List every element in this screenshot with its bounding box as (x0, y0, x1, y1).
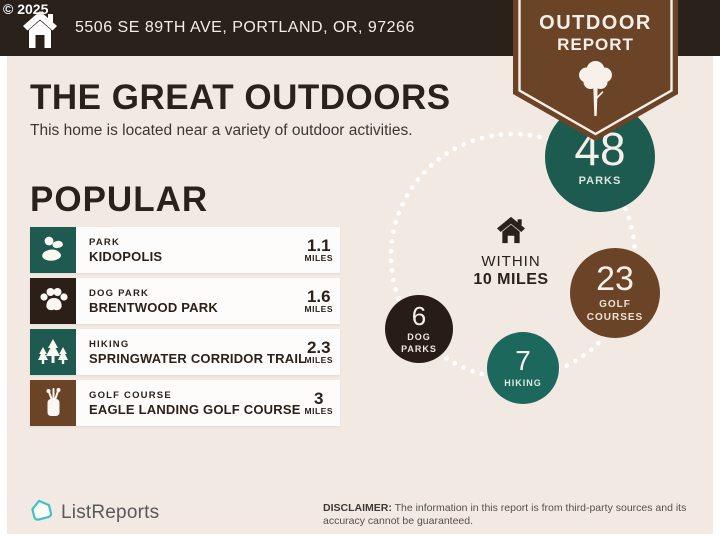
item-category: HIKING (89, 338, 130, 350)
stat-label: PARKS (578, 174, 622, 187)
list-item-dog-park: DOG PARK BRENTWOOD PARK 1.6 MILES (30, 278, 340, 324)
listreports-logo: ListReports (30, 498, 159, 527)
pine-trees-icon (30, 329, 76, 375)
stat-label: HIKING (504, 377, 542, 388)
stat-value: 6 (411, 301, 427, 332)
item-category: PARK (89, 236, 121, 248)
popular-heading: POPULAR (30, 180, 209, 219)
house-tag-icon (27, 496, 57, 530)
item-unit: MILES (304, 303, 333, 314)
disclaimer: DISCLAIMER: The information in this repo… (323, 502, 705, 528)
item-unit: MILES (304, 252, 333, 263)
page-subtitle: This home is located near a variety of o… (30, 122, 413, 139)
item-name: KIDOPOLIS (89, 248, 163, 264)
stat-label: DOG PARKS (401, 332, 437, 354)
list-item-park: PARK KIDOPOLIS 1.1 MILES (30, 227, 340, 273)
item-distance: 1.1 (306, 235, 331, 255)
item-name: SPRINGWATER CORRIDOR TRAIL (89, 350, 307, 366)
radius-center-label: WITHIN 10 MILES (446, 216, 576, 289)
stat-circle-hiking: 7 HIKING (487, 332, 559, 404)
item-distance: 1.6 (306, 286, 331, 306)
badge-line2: REPORT (557, 35, 634, 54)
home-icon (21, 8, 59, 50)
radius-line2: 10 MILES (473, 271, 549, 288)
item-category: GOLF COURSE (89, 389, 172, 401)
disclaimer-label: DISCLAIMER: (323, 502, 392, 514)
page-title: THE GREAT OUTDOORS (30, 78, 451, 117)
disclaimer-text: The information in this report is from t… (323, 502, 687, 527)
popular-list: PARK KIDOPOLIS 1.1 MILES (30, 227, 340, 426)
item-distance: 3 (314, 388, 324, 408)
stat-circle-golf-courses: 23 GOLF COURSES (570, 248, 660, 338)
paw-icon (30, 278, 76, 324)
golf-bag-icon (30, 380, 76, 426)
radius-line1: WITHIN (481, 253, 541, 270)
list-item-hiking: HIKING SPRINGWATER CORRIDOR TRAIL 2.3 MI… (30, 329, 340, 375)
outdoor-report-badge: OUTDOOR REPORT (513, 0, 678, 146)
item-unit: MILES (304, 354, 333, 365)
item-name: BRENTWOOD PARK (89, 299, 218, 315)
stat-circle-dog-parks: 6 DOG PARKS (385, 295, 453, 363)
list-item-golf: GOLF COURSE EAGLE LANDING GOLF COURSE 3 … (30, 380, 340, 426)
brand-name: ListReports (61, 501, 160, 523)
stat-value: 23 (596, 260, 634, 298)
badge-line1: OUTDOOR (539, 12, 652, 34)
stat-value: 7 (515, 344, 531, 376)
property-address: 5506 SE 89TH AVE, PORTLAND, OR, 97266 (75, 19, 415, 36)
copyright-watermark: © 2025 (3, 1, 49, 17)
playground-icon (30, 227, 76, 273)
item-name: EAGLE LANDING GOLF COURSE (89, 401, 301, 417)
item-unit: MILES (304, 405, 333, 416)
item-category: DOG PARK (89, 287, 150, 299)
home-icon-small (446, 216, 576, 249)
item-distance: 2.3 (306, 337, 331, 357)
stat-label: GOLF COURSES (586, 299, 644, 323)
